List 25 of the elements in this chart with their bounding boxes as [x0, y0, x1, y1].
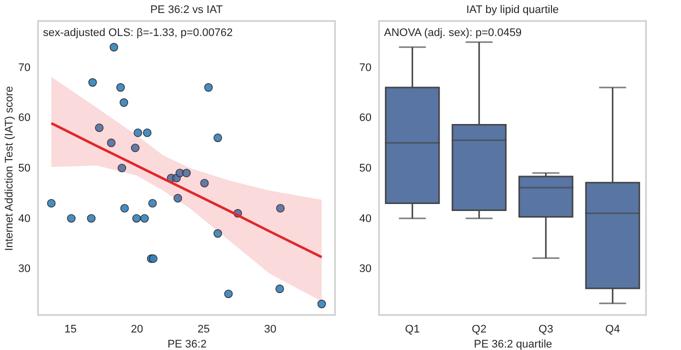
y-tick-label: 60: [359, 112, 372, 124]
y-tick-label: 40: [18, 212, 30, 225]
y-tick-label: 50: [359, 162, 372, 174]
annotation: sex-adjusted OLS: β=-1.33, p=0.00762: [43, 27, 233, 39]
x-axis-title: PE 36:2 quartile: [474, 338, 552, 350]
x-tick-label: 15: [64, 324, 77, 336]
y-axis-title: Internet Addiction Test (IAT) score: [3, 86, 16, 251]
y-tick-label: 30: [359, 263, 372, 276]
x-tick-label: Q1: [405, 324, 420, 336]
x-axis-title: PE 36:2: [167, 338, 207, 350]
x-tick-label: 20: [130, 324, 144, 336]
x-tick-label: 30: [264, 324, 276, 336]
y-tick-label: 70: [359, 62, 372, 74]
x-tick-label: Q3: [538, 324, 554, 336]
y-tick-label: 40: [359, 212, 372, 225]
y-tick-label: 70: [18, 62, 30, 74]
y-tick-label: 50: [18, 162, 30, 174]
x-tick-label: Q2: [472, 324, 486, 336]
chart-title: IAT by lipid quartile: [466, 4, 559, 16]
y-tick-label: 60: [18, 112, 30, 124]
x-tick-label: 25: [198, 324, 210, 336]
x-tick-label: Q4: [605, 324, 620, 336]
y-tick-label: 30: [18, 263, 30, 276]
annotation: ANOVA (adj. sex): p=0.0459: [384, 27, 522, 39]
chart-title: PE 36:2 vs IAT: [150, 4, 224, 16]
